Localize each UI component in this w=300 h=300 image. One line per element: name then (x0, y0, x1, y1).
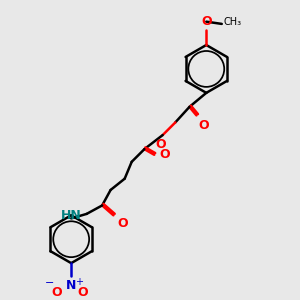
Text: O: O (118, 217, 128, 230)
Text: CH₃: CH₃ (223, 17, 241, 28)
Text: O: O (201, 15, 211, 28)
Text: O: O (78, 286, 88, 299)
Text: HN: HN (61, 209, 82, 222)
Text: O: O (155, 138, 166, 151)
Text: O: O (198, 119, 209, 132)
Text: +: + (75, 277, 83, 287)
Text: O: O (52, 286, 62, 299)
Text: N: N (66, 279, 76, 292)
Text: O: O (159, 148, 170, 161)
Text: −: − (44, 278, 54, 288)
